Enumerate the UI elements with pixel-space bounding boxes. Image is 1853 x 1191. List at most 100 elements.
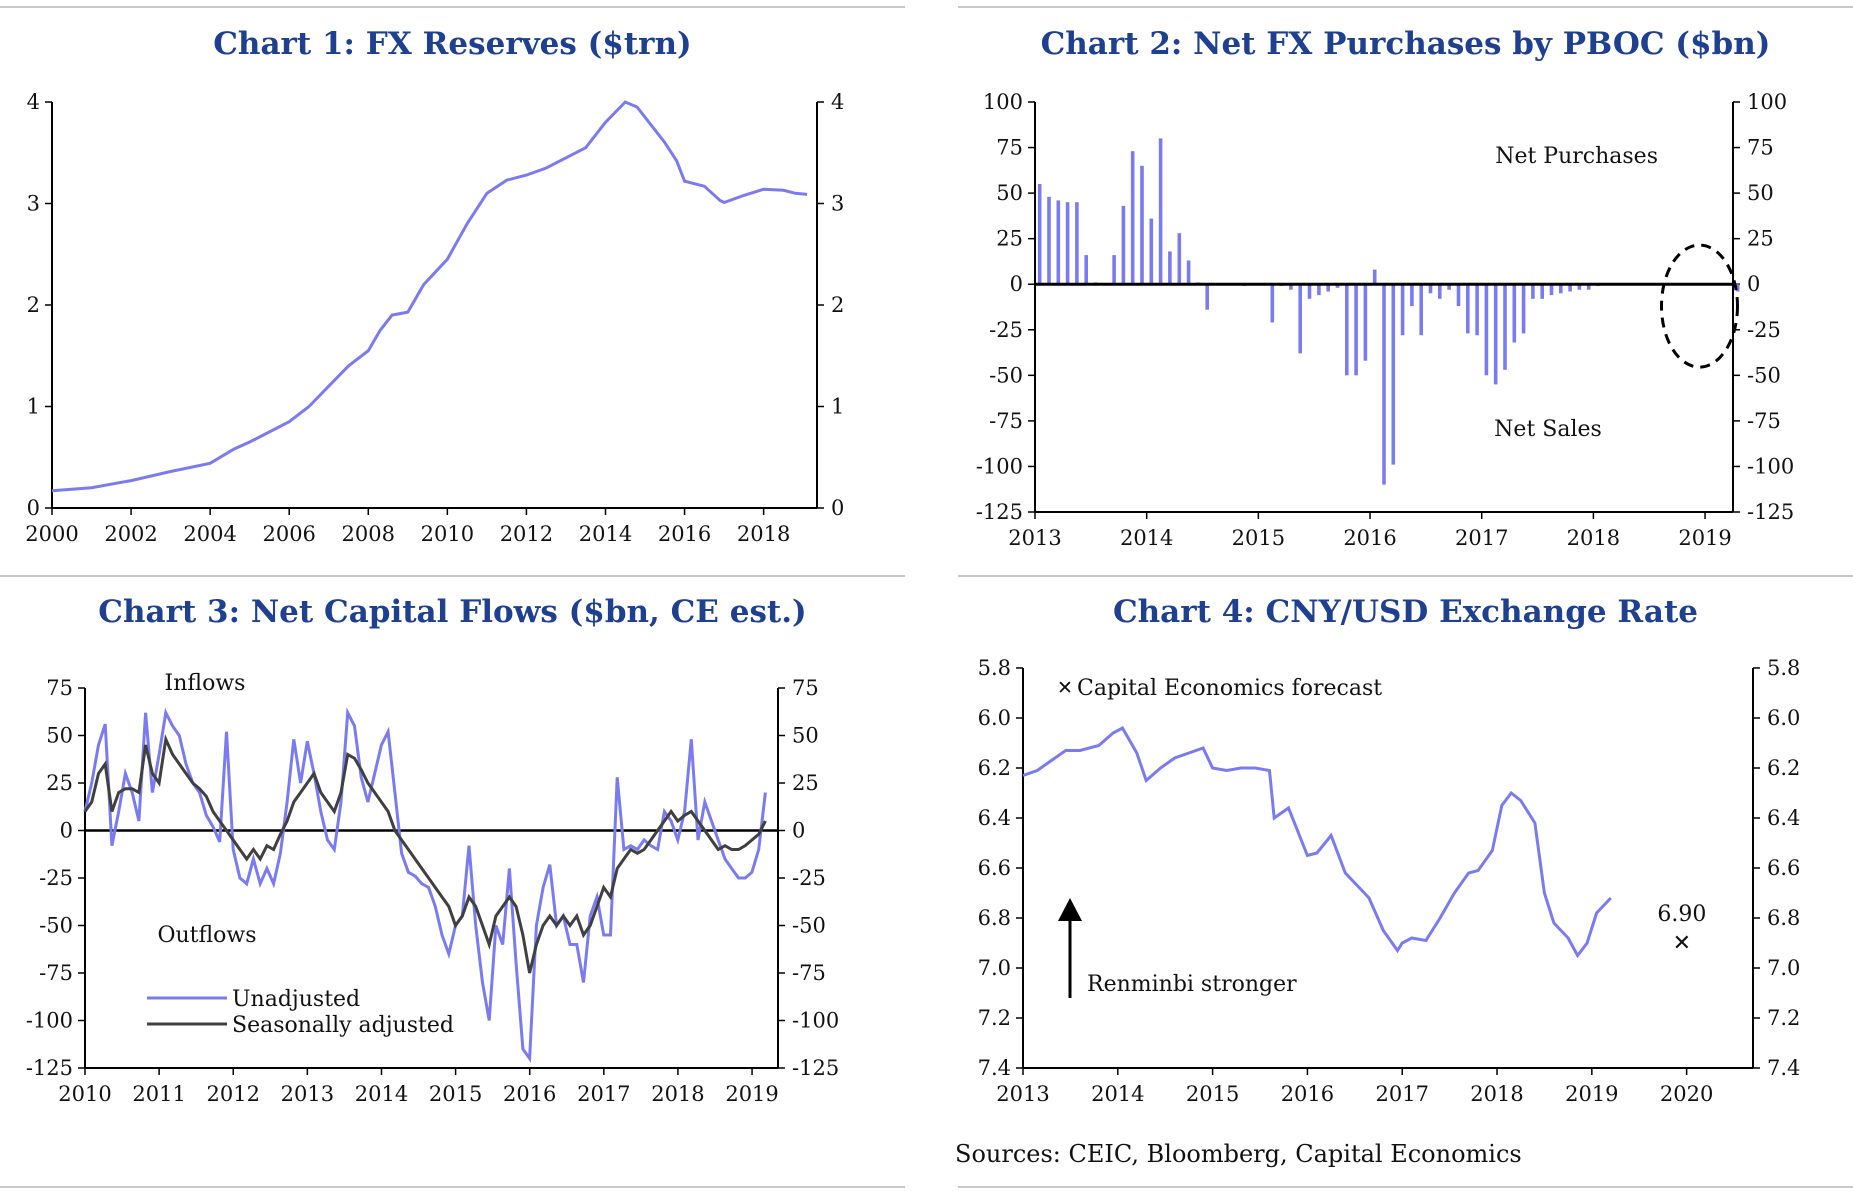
chart3-ytick-label-left: -100	[26, 1009, 73, 1033]
chart4-arrow-head	[1058, 898, 1082, 921]
chart2-bar	[1466, 284, 1470, 334]
chart4-ytick-label-right: 5.8	[1767, 656, 1800, 680]
chart2-bar	[1177, 233, 1182, 285]
chart1-ytick-label-right: 2	[831, 293, 844, 317]
chart2-bar	[1158, 138, 1163, 285]
chart3-ytick-label-left: -125	[26, 1056, 73, 1080]
chart4-xtick-label: 2016	[1281, 1082, 1334, 1106]
chart3-xtick-label: 2017	[577, 1082, 630, 1106]
chart4-ytick-label-left: 7.2	[978, 1006, 1011, 1030]
chart2-xtick-label: 2018	[1567, 526, 1620, 550]
chart3-ytick-label-right: -125	[792, 1056, 839, 1080]
middle-rule-left	[0, 575, 905, 577]
chart3-ytick-label-right: 75	[792, 676, 819, 700]
chart2-bar	[1372, 269, 1377, 285]
chart2-bar	[1512, 284, 1517, 343]
chart1-xtick-label: 2012	[500, 522, 553, 546]
chart1-ytick-label-right: 3	[831, 192, 844, 216]
chart2-ytick-label-left: 75	[996, 136, 1023, 160]
chart4-ytick-label-right: 6.8	[1767, 906, 1800, 930]
chart2-bar	[1354, 284, 1358, 376]
chart2-ytick-label-left: 0	[1010, 272, 1023, 296]
chart4-legend-forecast: Capital Economics forecast	[1077, 676, 1382, 701]
chart4-ytick-label-left: 5.8	[978, 656, 1011, 680]
chart2-bar	[1047, 196, 1051, 285]
chart4-ytick-label-left: 6.0	[978, 706, 1011, 730]
chart2-bar	[1168, 251, 1172, 285]
chart2-bar	[1317, 284, 1321, 296]
chart2-bar	[1549, 284, 1554, 296]
chart2-bar	[1130, 151, 1135, 285]
chart2-ytick-label-left: -75	[989, 409, 1023, 433]
chart2-bar	[1075, 202, 1079, 285]
chart3-ytick-label-left: -50	[39, 914, 73, 938]
chart2-bar	[1186, 260, 1191, 285]
chart3-ytick-label-right: 50	[792, 724, 819, 748]
chart4-ytick-label-left: 6.2	[978, 756, 1011, 780]
chart2-bar	[1410, 284, 1414, 307]
chart3-legend-seasonally-adjusted: Seasonally adjusted	[232, 1013, 454, 1038]
chart2-ytick-label-left: -125	[976, 500, 1023, 524]
chart2-bar	[1484, 284, 1489, 376]
chart3-ytick-label-right: -50	[792, 914, 826, 938]
chart4-forecast-marker: ✕	[1673, 931, 1691, 956]
chart1-ytick-label-left: 2	[27, 293, 40, 317]
chart3-ytick-label-right: -25	[792, 866, 826, 890]
chart2-ytick-label-right: 25	[1747, 227, 1774, 251]
chart1-ytick-label-right: 0	[831, 496, 844, 520]
chart2-bar	[1037, 184, 1042, 285]
chart2-bar	[1065, 202, 1070, 285]
chart2-bar	[1456, 284, 1461, 307]
chart2-bar	[1112, 255, 1116, 285]
chart4-ytick-label-right: 6.0	[1767, 706, 1800, 730]
chart1-ytick-label-left: 4	[27, 90, 40, 114]
chart4-xtick-label: 2015	[1186, 1082, 1239, 1106]
chart2-xtick-label: 2014	[1120, 526, 1173, 550]
chart1-line-fx-reserves	[51, 100, 808, 493]
chart2-bar	[1568, 284, 1572, 292]
chart2-ytick-label-right: 100	[1747, 90, 1787, 114]
chart3-xtick-label: 2015	[429, 1082, 482, 1106]
chart2-ytick-label-right: -125	[1747, 500, 1794, 524]
chart2-title: Chart 2: Net FX Purchases by PBOC ($bn)	[1040, 26, 1771, 62]
chart2-bar	[1149, 218, 1154, 285]
chart2-bar	[1121, 205, 1126, 285]
chart1-xtick-label: 2002	[104, 522, 157, 546]
chart2-bar	[1438, 284, 1442, 299]
chart3-ytick-label-left: 75	[46, 676, 73, 700]
chart2-bar	[1531, 284, 1535, 299]
top-rule-right	[958, 6, 1853, 8]
chart3-xtick-label: 2013	[281, 1082, 334, 1106]
chart2-label-net-purchases: Net Purchases	[1495, 144, 1658, 169]
chart4-ytick-label-left: 7.4	[978, 1056, 1011, 1080]
chart3-ytick-label-right: 0	[792, 819, 805, 843]
chart4-svg: 5.8 5.8 6.0 6.0 6.2 6.2 6.4 6.4 6.6 6.6 6.8 6.8 7.0 7…	[978, 656, 1801, 1106]
top-rule-left	[0, 6, 905, 8]
chart2-xtick-label: 2017	[1455, 526, 1508, 550]
chart2-bar	[1382, 284, 1386, 485]
chart2-bar	[1298, 284, 1302, 354]
chart1-xtick-label: 2004	[183, 522, 236, 546]
chart3-xtick-label: 2014	[355, 1082, 408, 1106]
chart4-ytick-label-right: 6.6	[1767, 856, 1800, 880]
chart2-ytick-label-right: -50	[1747, 363, 1781, 387]
chart3-ytick-label-left: 25	[46, 771, 73, 795]
chart2-ytick-label-left: -100	[976, 454, 1023, 478]
chart4-xtick-label: 2018	[1470, 1082, 1523, 1106]
chart2-bar	[1056, 200, 1061, 285]
chart2-bar	[1289, 284, 1293, 290]
chart4-xtick-label: 2019	[1565, 1082, 1618, 1106]
chart2-ytick-label-left: -25	[989, 318, 1023, 342]
chart2-bar	[1735, 284, 1740, 292]
chart2-bar	[1559, 284, 1563, 294]
chart1-xtick-label: 2000	[25, 522, 78, 546]
chart3-xtick-label: 2012	[207, 1082, 260, 1106]
chart1-xtick-label: 2018	[737, 522, 790, 546]
chart2-bar	[1586, 284, 1591, 290]
chart2-bar	[1391, 284, 1396, 465]
chart4-ytick-label-right: 7.2	[1767, 1006, 1800, 1030]
chart2-bar	[1326, 284, 1330, 292]
chart2-bar	[1428, 284, 1433, 294]
chart2-panel: Chart 2: Net FX Purchases by PBOC ($bn) …	[958, 20, 1853, 560]
sources-note: Sources: CEIC, Bloomberg, Capital Econom…	[955, 1140, 1522, 1168]
